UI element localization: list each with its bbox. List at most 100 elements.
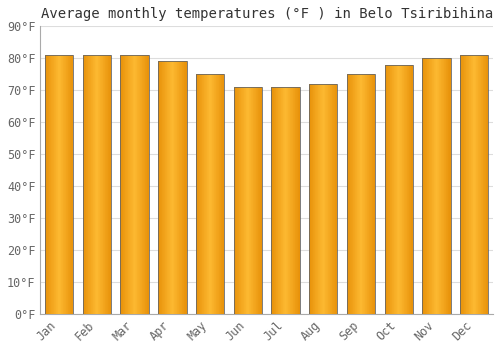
Bar [282,87,284,314]
Bar [242,87,243,314]
Bar [334,84,336,314]
Bar [291,87,292,314]
Bar [309,84,310,314]
Bar [137,55,138,314]
Bar [433,58,434,314]
Bar [357,74,358,314]
Bar [352,74,353,314]
Bar [122,55,124,314]
Bar [347,74,348,314]
Bar [211,74,212,314]
Bar [411,65,412,314]
Bar [476,55,477,314]
Bar [395,65,396,314]
Bar [361,74,362,314]
Bar [126,55,127,314]
Bar [290,87,291,314]
Bar [131,55,132,314]
Bar [47,55,48,314]
Bar [138,55,139,314]
Bar [289,87,290,314]
Bar [360,74,361,314]
Bar [358,74,359,314]
Bar [276,87,277,314]
Bar [87,55,88,314]
Bar [182,62,183,314]
Bar [327,84,328,314]
Bar [148,55,149,314]
Bar [124,55,126,314]
Bar [482,55,484,314]
Bar [392,65,393,314]
Bar [485,55,486,314]
Bar [174,62,175,314]
Bar [299,87,300,314]
Bar [161,62,162,314]
Bar [53,55,54,314]
Bar [469,55,470,314]
Bar [160,62,161,314]
Bar [72,55,74,314]
Bar [183,62,184,314]
Bar [201,74,202,314]
Bar [386,65,388,314]
Bar [463,55,464,314]
Bar [286,87,287,314]
Bar [328,84,329,314]
Bar [364,74,365,314]
Bar [54,55,55,314]
Bar [181,62,182,314]
Bar [394,65,395,314]
Bar [403,65,404,314]
Bar [68,55,69,314]
Bar [298,87,299,314]
Bar [141,55,142,314]
Bar [443,58,444,314]
Bar [314,84,315,314]
Bar [45,55,74,314]
Bar [196,74,198,314]
Bar [424,58,425,314]
Bar [52,55,53,314]
Bar [100,55,101,314]
Bar [351,74,352,314]
Bar [437,58,438,314]
Bar [428,58,430,314]
Bar [275,87,276,314]
Bar [447,58,448,314]
Bar [106,55,107,314]
Bar [273,87,274,314]
Bar [285,87,286,314]
Bar [139,55,140,314]
Bar [478,55,479,314]
Bar [448,58,449,314]
Bar [249,87,250,314]
Bar [372,74,373,314]
Bar [56,55,57,314]
Bar [83,55,84,314]
Bar [86,55,87,314]
Bar [373,74,374,314]
Bar [278,87,279,314]
Bar [354,74,356,314]
Bar [218,74,220,314]
Bar [480,55,482,314]
Bar [163,62,164,314]
Bar [58,55,59,314]
Bar [310,84,311,314]
Bar [97,55,98,314]
Bar [250,87,252,314]
Bar [479,55,480,314]
Bar [296,87,297,314]
Bar [146,55,148,314]
Bar [400,65,401,314]
Bar [465,55,466,314]
Bar [85,55,86,314]
Bar [444,58,445,314]
Bar [484,55,485,314]
Bar [388,65,389,314]
Bar [130,55,131,314]
Bar [370,74,371,314]
Bar [176,62,178,314]
Bar [236,87,237,314]
